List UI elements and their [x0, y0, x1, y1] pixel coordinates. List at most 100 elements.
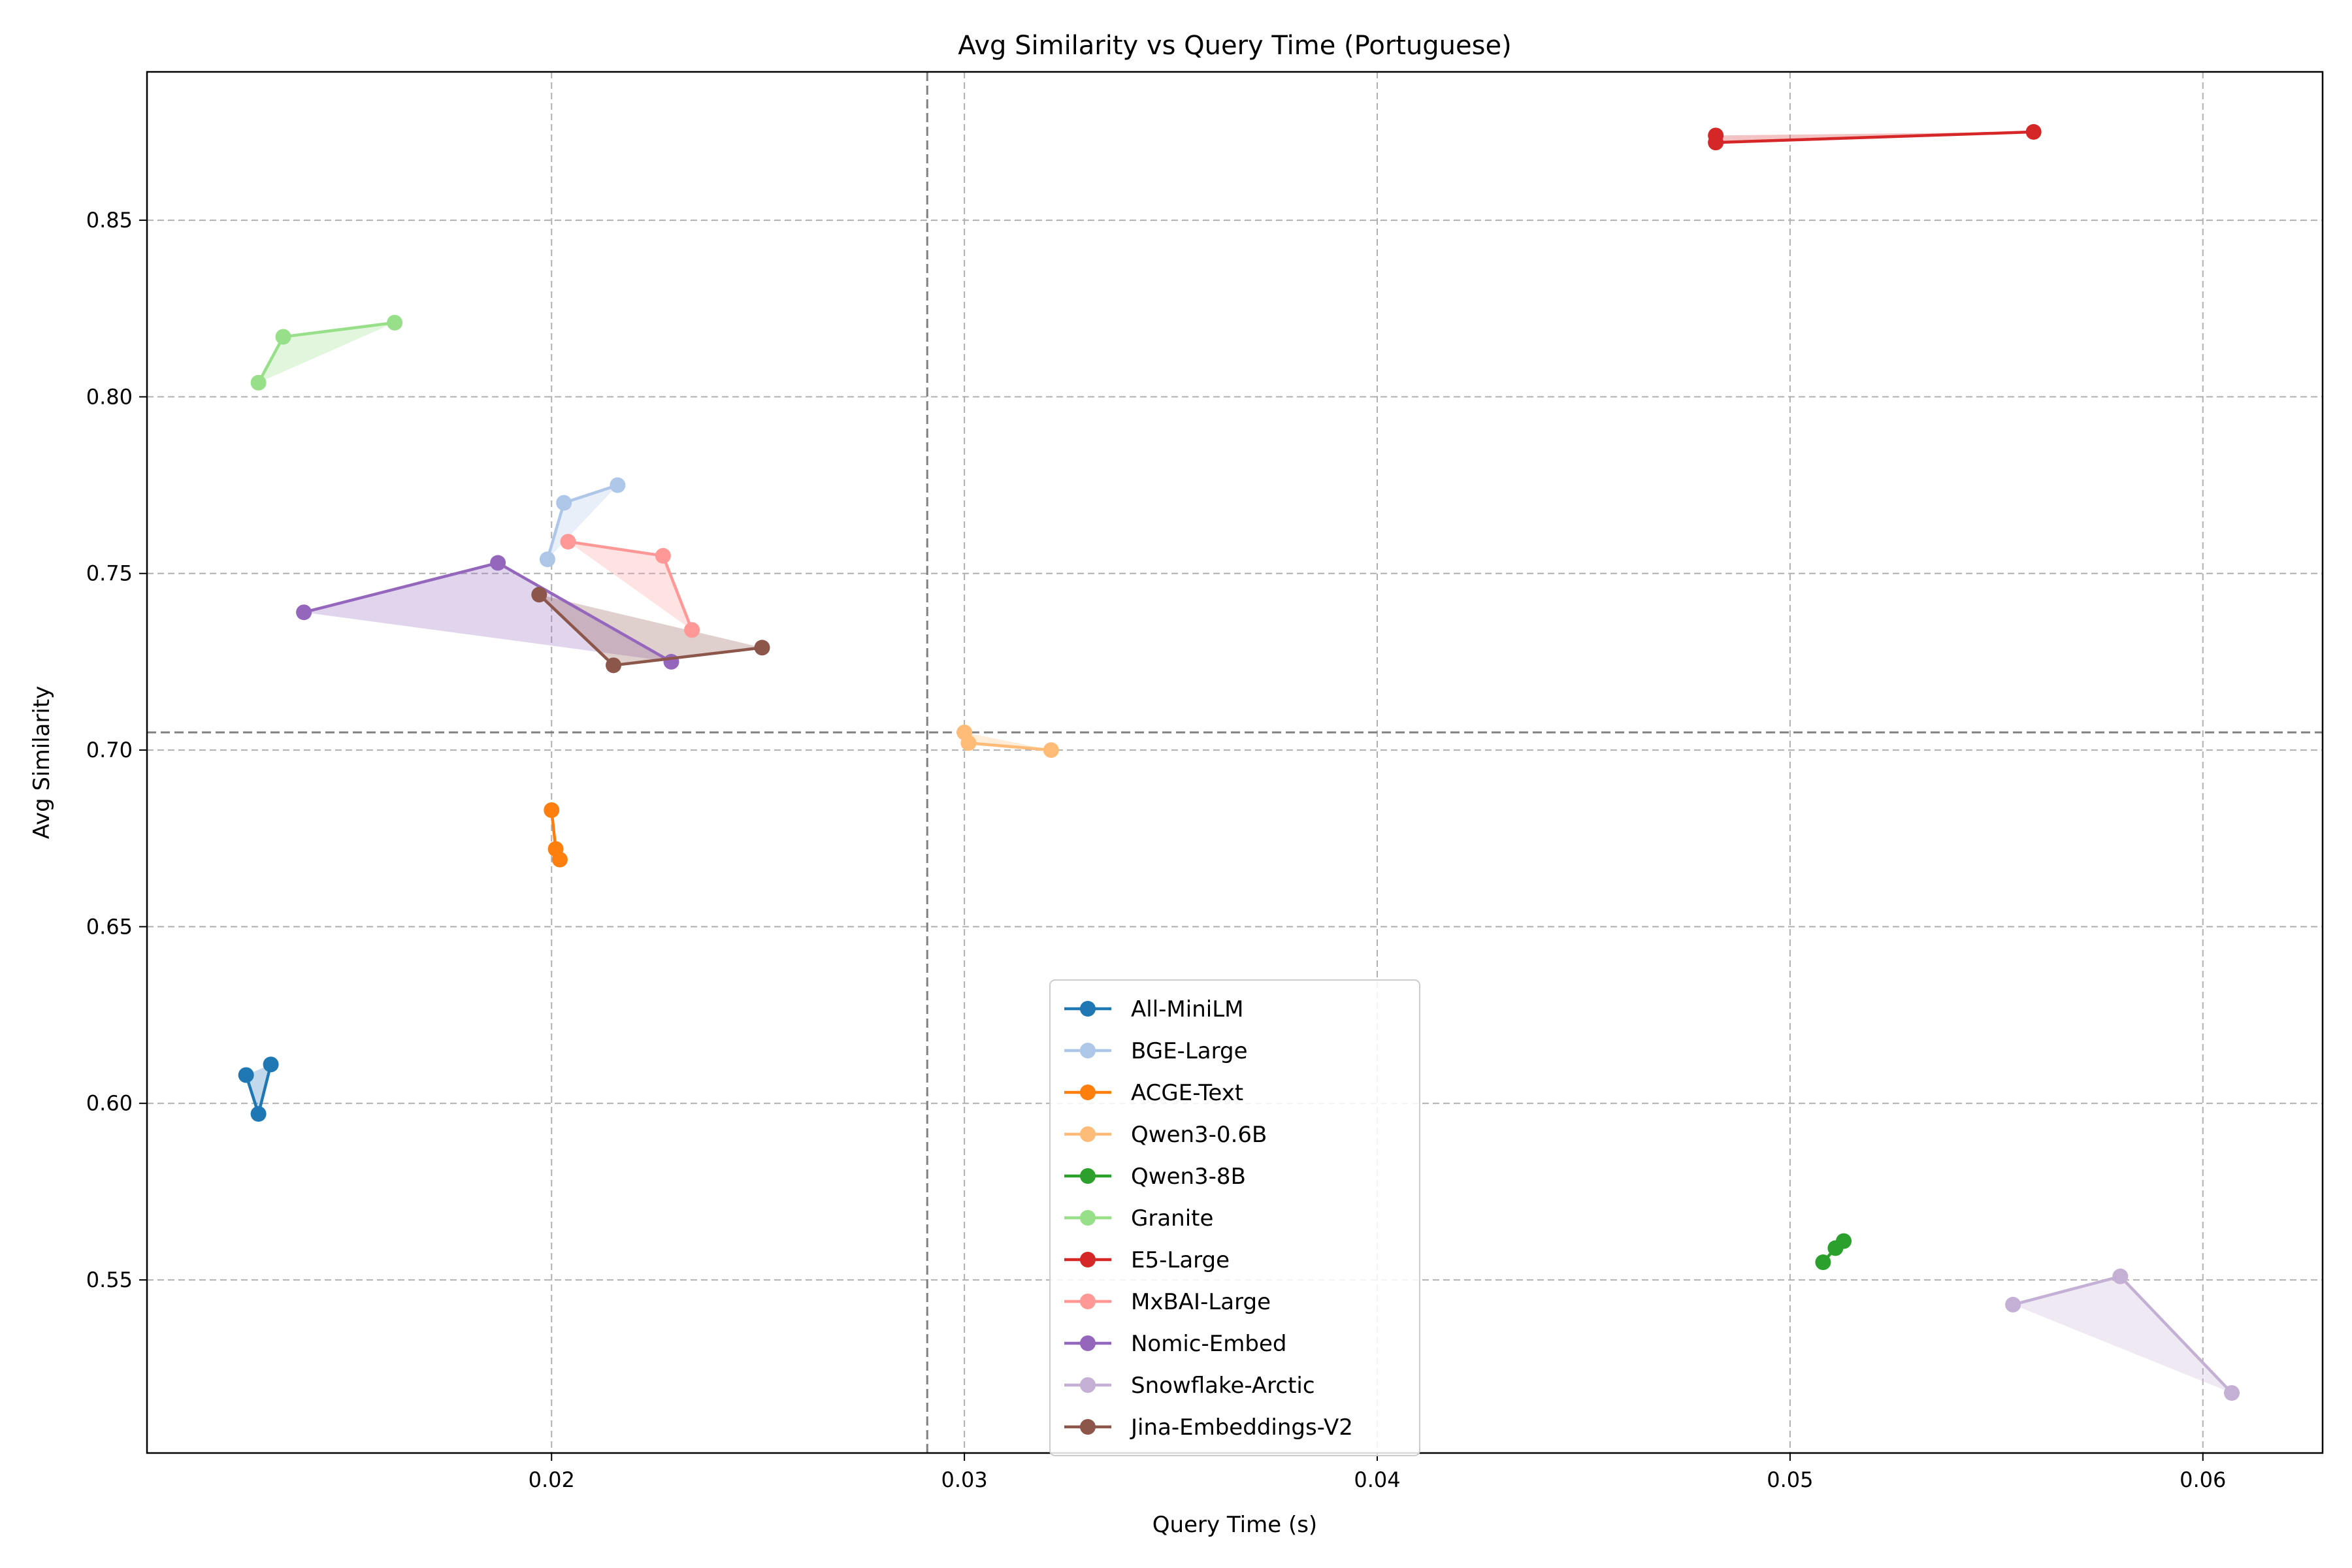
data-point-granite [275, 329, 291, 345]
data-point-nomic-embed [490, 555, 506, 571]
legend-label: ACGE-Text [1131, 1080, 1243, 1106]
legend-entry: MxBAI-Large [1064, 1289, 1271, 1315]
series-fills [246, 131, 2232, 1394]
legend-label: MxBAI-Large [1131, 1289, 1271, 1315]
series-jina-embeddings-v2 [531, 587, 770, 674]
legend-label: Jina-Embeddings-V2 [1130, 1414, 1353, 1441]
legend-label: Qwen3-8B [1131, 1164, 1246, 1190]
legend-entry: Snowflake-Arctic [1064, 1373, 1315, 1399]
data-point-snowflake-arctic [2005, 1296, 2021, 1313]
legend-entry: E5-Large [1064, 1247, 1230, 1273]
series-fill-snowflake-arctic [2013, 1276, 2232, 1394]
series-nomic-embed [296, 555, 679, 670]
series-fill-nomic-embed [304, 563, 672, 662]
data-point-mxbai-large [560, 534, 576, 550]
data-point-nomic-embed [296, 604, 312, 621]
legend-swatch-marker [1080, 1085, 1096, 1100]
legend-label: Nomic-Embed [1131, 1331, 1286, 1357]
y-tick-label: 0.80 [86, 384, 133, 409]
legend-swatch-marker [1080, 1126, 1096, 1142]
data-point-acge-text [544, 802, 560, 818]
data-point-jina-embeddings-v2 [606, 657, 622, 674]
legend-entry: Nomic-Embed [1064, 1331, 1286, 1357]
legend-entry: Granite [1064, 1205, 1213, 1232]
x-axis-ticks: 0.02 0.03 0.04 0.05 0.06 [529, 1453, 2226, 1492]
legend-entry: BGE-Large [1064, 1038, 1247, 1064]
chart-title: Avg Similarity vs Query Time (Portuguese… [958, 31, 1511, 61]
series-qwen3-8b [1815, 1233, 1852, 1271]
y-axis-ticks: 0.55 0.60 0.65 0.70 0.75 0.80 0.85 [86, 208, 147, 1292]
legend-label: Qwen3-0.6B [1131, 1122, 1267, 1148]
series-bge-large [539, 477, 626, 568]
data-point-snowflake-arctic [2223, 1385, 2240, 1401]
series-snowflake-arctic [2005, 1268, 2240, 1401]
y-axis-label: Avg Similarity [29, 686, 55, 840]
series-fill-qwen3-0-6b [964, 732, 1051, 751]
data-point-all-minilm [263, 1056, 279, 1073]
series-qwen3-0-6b [956, 725, 1059, 759]
series-all-minilm [238, 1056, 279, 1122]
series-fill-mxbai-large [568, 542, 693, 630]
legend-entry: Qwen3-8B [1064, 1164, 1246, 1190]
x-tick-label: 0.05 [1767, 1467, 1813, 1492]
data-point-bge-large [610, 477, 626, 493]
data-point-jina-embeddings-v2 [531, 587, 547, 603]
data-point-e5-large [2025, 123, 2042, 140]
y-tick-label: 0.60 [86, 1091, 133, 1116]
series-acge-text [544, 802, 568, 868]
reference-lines [147, 72, 2323, 1453]
data-point-nomic-embed [663, 653, 679, 670]
data-point-jina-embeddings-v2 [754, 640, 770, 656]
legend-box [1049, 979, 1420, 1456]
data-point-all-minilm [250, 1105, 267, 1122]
legend-entry: ACGE-Text [1064, 1080, 1243, 1106]
legend-swatch-marker [1080, 1001, 1096, 1017]
data-point-qwen3-8b [1836, 1233, 1852, 1249]
legend-swatch-marker [1080, 1043, 1096, 1058]
legend-label: BGE-Large [1131, 1038, 1247, 1064]
y-tick-label: 0.70 [86, 738, 133, 762]
legend-entry: All-MiniLM [1064, 996, 1243, 1022]
legend-label: Snowflake-Arctic [1131, 1373, 1315, 1399]
x-tick-label: 0.03 [941, 1467, 987, 1492]
legend-entry: Jina-Embeddings-V2 [1064, 1414, 1353, 1441]
x-tick-label: 0.02 [529, 1467, 575, 1492]
y-tick-label: 0.85 [86, 208, 133, 233]
y-tick-label: 0.55 [86, 1267, 133, 1292]
data-point-qwen3-0-6b [1043, 742, 1059, 759]
series-lines [238, 123, 2240, 1401]
x-tick-label: 0.04 [1354, 1467, 1400, 1492]
legend-label: Granite [1131, 1205, 1213, 1232]
data-point-granite [250, 374, 267, 391]
legend-swatch-marker [1080, 1168, 1096, 1184]
y-tick-label: 0.65 [86, 914, 133, 939]
data-point-qwen3-0-6b [960, 735, 977, 751]
x-tick-label: 0.06 [2180, 1467, 2226, 1492]
legend: All-MiniLM BGE-Large ACGE-Text Qwen3-0.6B Qw… [1049, 979, 1420, 1456]
series-mxbai-large [560, 534, 700, 638]
series-fill-granite [258, 322, 395, 383]
legend-swatch-marker [1080, 1377, 1096, 1393]
legend-swatch-marker [1080, 1294, 1096, 1309]
legend-swatch-marker [1080, 1252, 1096, 1267]
legend-swatch-marker [1080, 1419, 1096, 1435]
legend-entry: Qwen3-0.6B [1064, 1122, 1267, 1148]
data-point-all-minilm [238, 1067, 254, 1083]
series-fill-jina-embeddings-v2 [539, 595, 762, 666]
legend-swatch-marker [1080, 1210, 1096, 1226]
legend-swatch-marker [1080, 1335, 1096, 1351]
data-point-acge-text [551, 851, 568, 868]
data-point-e5-large [1708, 135, 1724, 151]
y-tick-label: 0.75 [86, 561, 133, 586]
data-point-snowflake-arctic [2112, 1268, 2129, 1284]
data-point-granite [387, 314, 403, 331]
legend-label: All-MiniLM [1131, 996, 1243, 1022]
data-point-bge-large [556, 495, 572, 511]
data-point-qwen3-8b [1815, 1254, 1831, 1271]
data-point-mxbai-large [655, 547, 671, 564]
legend-label: E5-Large [1131, 1247, 1230, 1273]
x-axis-label: Query Time (s) [1152, 1512, 1317, 1538]
data-point-bge-large [539, 551, 555, 568]
series-granite [250, 314, 403, 391]
